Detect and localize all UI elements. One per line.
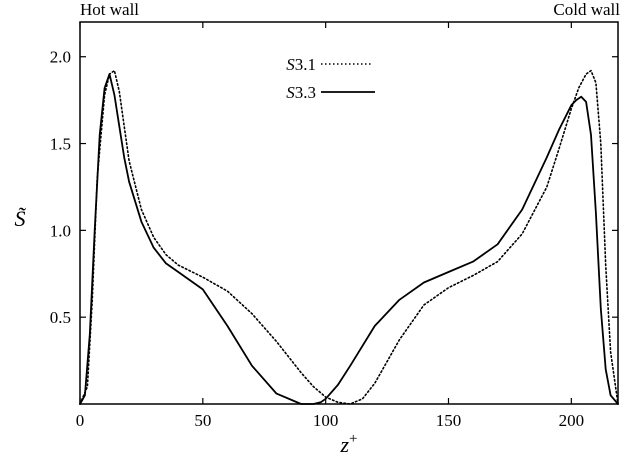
legend-label-s3-3-suffix: 3.3 (295, 83, 316, 102)
x-tick-label: 100 (313, 411, 339, 430)
series-layer (79, 69, 619, 405)
legend-label-s3-1-prefix: S (286, 55, 295, 74)
tick-layer: 0 50 100 150 200 0.5 1.0 1.5 2.0 (50, 22, 618, 430)
y-axis-label: S̃ (15, 206, 27, 231)
series-line-s3-1 (79, 69, 619, 405)
legend-label-s3-1-suffix: 3.1 (295, 55, 316, 74)
legend-label-s3-1: S3.1 (286, 55, 316, 74)
legend-label-s3-3-prefix: S (286, 83, 295, 102)
cold-wall-annotation: Cold wall (553, 0, 620, 19)
plot-frame (79, 21, 619, 405)
series-line-s3-3 (79, 73, 619, 405)
x-tick-label: 150 (436, 411, 462, 430)
hot-wall-annotation: Hot wall (80, 0, 139, 19)
y-tick-label: 1.5 (50, 135, 71, 154)
y-tick-label: 1.0 (50, 221, 71, 240)
legend: S3.1 S3.3 (286, 55, 375, 102)
x-axis-label-var: z (339, 432, 349, 457)
x-tick-label: 0 (76, 411, 85, 430)
x-axis-label-sup: + (349, 431, 357, 447)
x-tick-label: 200 (559, 411, 585, 430)
x-tick-label: 50 (194, 411, 211, 430)
y-tick-label: 2.0 (50, 48, 71, 67)
legend-label-s3-3: S3.3 (286, 83, 316, 102)
y-tick-label: 0.5 (50, 308, 71, 327)
x-axis-label: z+ (339, 431, 357, 457)
